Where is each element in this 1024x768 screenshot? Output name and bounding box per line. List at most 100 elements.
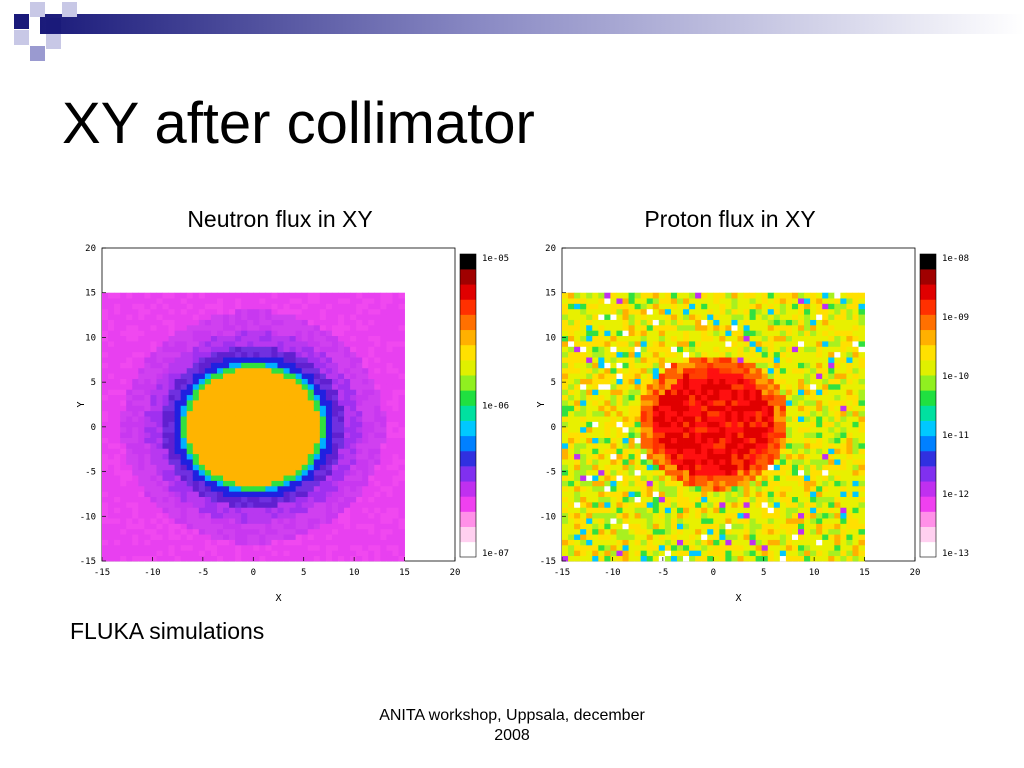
y-tick-label: 0 (551, 423, 556, 433)
colorbar-segment (460, 284, 476, 300)
y-tick-label: 5 (91, 378, 96, 388)
colorbar-tick-label: 1e-06 (482, 402, 509, 412)
x-tick-label: 0 (251, 568, 256, 578)
colorbar-tick-label: 1e-12 (942, 490, 969, 500)
colorbar-tick-label: 1e-10 (942, 372, 969, 382)
y-tick-label: -15 (540, 557, 556, 567)
y-tick-label: 15 (545, 289, 556, 299)
y-tick-label: 20 (85, 244, 96, 254)
deco-square (62, 2, 77, 17)
colorbar-segment (920, 435, 936, 452)
colorbar-segment (460, 511, 476, 527)
colorbar-segment (920, 254, 936, 270)
x-tick-label: 20 (450, 568, 461, 578)
colorbar-segment (920, 299, 936, 315)
colorbar-segment (920, 511, 936, 527)
y-tick-label: -5 (545, 468, 556, 478)
y-tick-label: 10 (85, 333, 96, 343)
colorbar-segment (460, 299, 476, 315)
x-tick-label: -5 (657, 568, 668, 578)
deco-square (30, 46, 45, 61)
x-tick-label: 10 (349, 568, 360, 578)
colorbar-segment (460, 254, 476, 270)
colorbar-segment (460, 526, 476, 543)
colorbar-segment (920, 329, 936, 346)
colorbar-segment (460, 420, 476, 437)
colorbar-frame (459, 253, 477, 558)
y-tick-label: -10 (80, 512, 96, 522)
x-tick-label: 20 (910, 568, 921, 578)
colorbar-segment (920, 496, 936, 512)
colorbar-segment (920, 344, 936, 361)
x-tick-label: 15 (859, 568, 870, 578)
deco-square (46, 18, 61, 33)
colorbar-segment (460, 481, 476, 497)
colorbar-tick-label: 1e-13 (942, 549, 969, 559)
x-tick-label: 10 (809, 568, 820, 578)
deco-square (30, 2, 45, 17)
colorbar-tick-label: 1e-08 (942, 254, 969, 264)
colorbar-segment (460, 496, 476, 512)
x-tick-label: -5 (197, 568, 208, 578)
fluka-note: FLUKA simulations (70, 618, 265, 644)
proton-flux-heatmap: -15 -10 -5 0 5 10 15 20-15-10-505101520XY1e-081… (536, 244, 969, 604)
x-tick-label: 0 (711, 568, 716, 578)
colorbar-frame (919, 253, 937, 558)
colorbar-segment (920, 284, 936, 300)
x-tick-label: -10 (604, 568, 620, 578)
slide-footer: ANITA workshop, Uppsala, december 2008 (352, 706, 672, 746)
y-tick-label: -15 (80, 557, 96, 567)
footer-line-1: ANITA workshop, Uppsala, december (379, 707, 645, 724)
colorbar-segment (920, 541, 936, 558)
y-tick-label: 0 (91, 423, 96, 433)
colorbar-segment (460, 314, 476, 331)
y-tick-label: -5 (85, 468, 96, 478)
colorbar-tick-label: 1e-11 (942, 431, 969, 441)
colorbar-segment (460, 329, 476, 346)
deco-square (14, 30, 29, 45)
colorbar-segment (920, 420, 936, 437)
x-tick-label: 5 (301, 568, 306, 578)
colorbar-segment (460, 375, 476, 391)
colorbar-segment (460, 435, 476, 452)
colorbar-segment (460, 390, 476, 406)
colorbar-segment (460, 466, 476, 482)
colorbar-segment (920, 269, 936, 285)
colorbar: 1e-08 1e-09 1e-10 1e-11 1e-12 1e-13 (919, 253, 969, 559)
x-tick-label: -15 (554, 568, 570, 578)
x-axis-label: X (735, 593, 741, 604)
colorbar-segment (920, 390, 936, 406)
colorbar-segment (460, 541, 476, 558)
colorbar-segment (920, 360, 936, 376)
colorbar-tick-label: 1e-07 (482, 549, 509, 559)
corner-decoration (14, 2, 1024, 61)
slide-title: XY after collimator (62, 91, 535, 156)
x-tick-label: -10 (144, 568, 160, 578)
colorbar-segment (920, 481, 936, 497)
colorbar-segment (460, 405, 476, 421)
deco-square (14, 14, 29, 29)
footer-line-2: 2008 (494, 727, 530, 744)
y-tick-label: -10 (540, 512, 556, 522)
y-tick-label: 10 (545, 333, 556, 343)
colorbar-segment (920, 314, 936, 331)
deco-square (46, 34, 61, 49)
neutron-flux-heatmap: -15 -10 -5 0 5 10 15 20-15-10-505101520XY1e-051… (76, 244, 509, 604)
colorbar-segment (460, 269, 476, 285)
x-tick-label: -15 (94, 568, 110, 578)
neutron-chart-title: Neutron flux in XY (187, 206, 373, 232)
x-axis-label: X (275, 593, 281, 604)
heatmap-cells (102, 292, 405, 562)
proton-chart-title: Proton flux in XY (644, 206, 816, 232)
x-tick-label: 5 (761, 568, 766, 578)
y-axis-label: Y (536, 401, 547, 407)
header-gradient-bar (40, 14, 1024, 34)
colorbar-segment (920, 375, 936, 391)
colorbar-segment (920, 526, 936, 543)
colorbar-segment (920, 466, 936, 482)
y-tick-label: 5 (551, 378, 556, 388)
colorbar-segment (920, 450, 936, 467)
colorbar-tick-label: 1e-05 (482, 254, 509, 264)
colorbar-segment (920, 405, 936, 421)
colorbar-segment (460, 344, 476, 361)
